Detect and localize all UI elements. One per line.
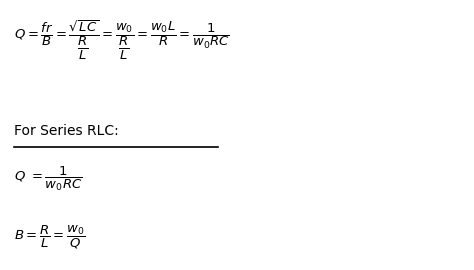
Text: $B =\dfrac{R}{L}=\dfrac{w_0}{Q}$: $B =\dfrac{R}{L}=\dfrac{w_0}{Q}$ <box>14 224 86 251</box>
Text: $Q\ =\dfrac{1}{w_0 RC}$: $Q\ =\dfrac{1}{w_0 RC}$ <box>14 165 83 193</box>
Text: For Series RLC:: For Series RLC: <box>14 124 119 138</box>
Text: $Q =\dfrac{fr}{B} = \dfrac{\sqrt{LC}}{\dfrac{R}{L}} = \dfrac{w_0}{\dfrac{R}{L}} : $Q =\dfrac{fr}{B} = \dfrac{\sqrt{LC}}{\d… <box>14 19 230 62</box>
